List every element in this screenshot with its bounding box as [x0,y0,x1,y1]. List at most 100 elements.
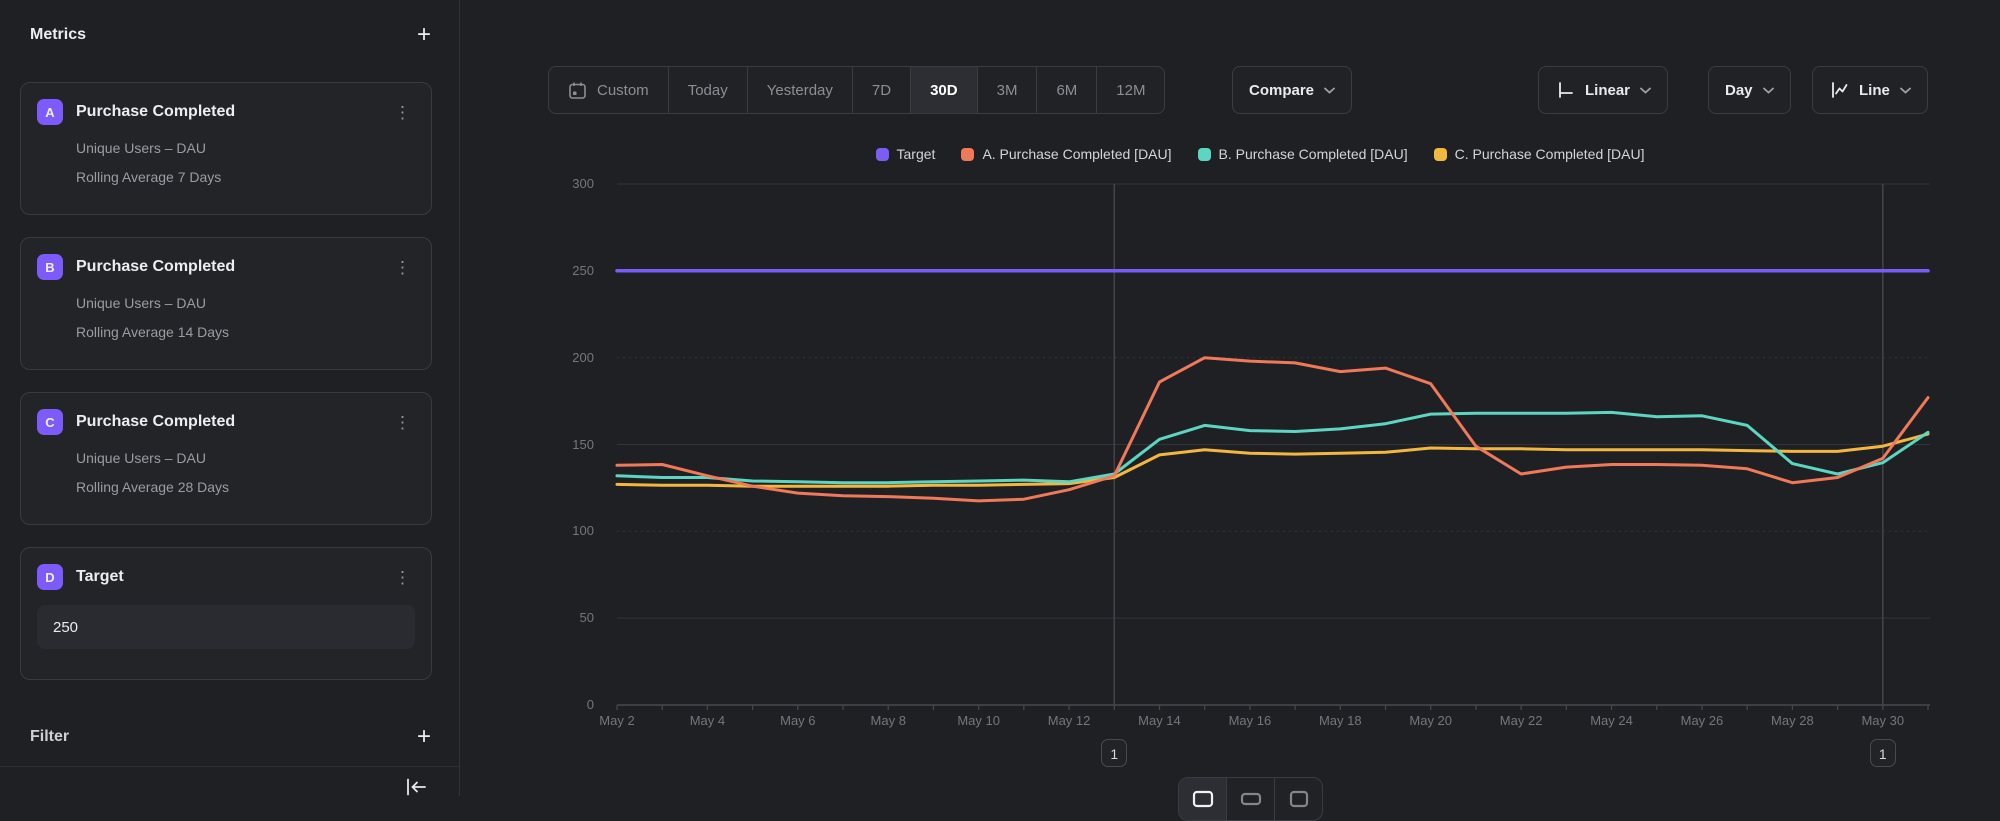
range-button-7d[interactable]: 7D [852,67,910,113]
x-axis-label: May 6 [756,712,840,730]
range-button-today[interactable]: Today [668,67,747,113]
metric-card-b[interactable]: B Purchase Completed ⋮ Unique Users – DA… [20,237,432,370]
y-axis-label: 300 [516,175,594,193]
metric-card-c[interactable]: C Purchase Completed ⋮ Unique Users – DA… [20,392,432,525]
chart-type-dropdown[interactable]: Line [1812,66,1928,114]
metric-title: Purchase Completed [76,258,390,276]
metric-card-a[interactable]: A Purchase Completed ⋮ Unique Users – DA… [20,82,432,215]
metric-measure: Unique Users – DAU [76,295,415,311]
legend-swatch [1198,148,1211,161]
x-axis-label: May 30 [1841,712,1925,730]
metrics-header: Metrics + [30,24,431,46]
filter-title: Filter [30,728,69,746]
metric-measure: Unique Users – DAU [76,450,415,466]
metrics-sidebar: Metrics + A Purchase Completed ⋮ Unique … [0,0,460,796]
x-axis-label: May 4 [665,712,749,730]
metric-badge-b: B [37,254,63,280]
metric-badge-d: D [37,564,63,590]
legend-label: C. Purchase Completed [DAU] [1455,146,1645,162]
legend-item[interactable]: Target [876,146,936,162]
legend-label: Target [897,146,936,162]
target-value-input[interactable] [37,605,415,649]
y-axis-label: 100 [516,522,594,540]
legend-item[interactable]: B. Purchase Completed [DAU] [1198,146,1408,162]
panel-icon [1239,788,1263,810]
x-axis-label: May 14 [1117,712,1201,730]
annotation-badge[interactable]: 1 [1870,739,1896,767]
scale-dropdown[interactable]: Linear [1538,66,1668,114]
metrics-dashboard: { "sidebar": { "title": "Metrics", "add_… [0,0,2000,796]
chevron-down-icon [1900,87,1911,94]
series-line-c [617,434,1928,486]
x-axis-label: May 22 [1479,712,1563,730]
metric-title: Purchase Completed [76,413,390,431]
chart-size-toggle [1178,777,1323,821]
range-button-yesterday[interactable]: Yesterday [747,67,852,113]
range-button-custom[interactable]: Custom [549,67,668,113]
legend-swatch [876,148,889,161]
range-button-6m[interactable]: 6M [1036,67,1096,113]
metric-badge-a: A [37,99,63,125]
line-chart[interactable] [560,175,1960,720]
axis-scale-icon [1555,80,1575,100]
x-axis-label: May 26 [1660,712,1744,730]
chevron-down-icon [1763,87,1774,94]
x-axis-label: May 18 [1298,712,1382,730]
y-axis-label: 150 [516,436,594,454]
kebab-menu-icon[interactable]: ⋮ [390,257,415,278]
legend-label: B. Purchase Completed [DAU] [1219,146,1408,162]
interval-dropdown[interactable]: Day [1708,66,1791,114]
metric-badge-c: C [37,409,63,435]
collapse-sidebar-icon[interactable] [403,778,429,801]
metric-measure: Unique Users – DAU [76,140,415,156]
panel-icon [1191,788,1215,810]
x-axis-label: May 8 [846,712,930,730]
metric-title: Purchase Completed [76,103,390,121]
metric-detail: Rolling Average 14 Days [76,324,415,340]
series-line-a [617,358,1928,501]
chart-size-small-button[interactable] [1179,778,1226,820]
range-button-12m[interactable]: 12M [1096,67,1164,113]
x-axis-label: May 24 [1570,712,1654,730]
sidebar-divider [0,766,459,767]
chart-size-large-button[interactable] [1274,778,1322,820]
chevron-down-icon [1324,87,1335,94]
x-axis-label: May 16 [1208,712,1292,730]
calendar-icon [568,81,587,100]
chart-panel: CustomTodayYesterday7D30D3M6M12M Compare… [461,0,2000,796]
add-metric-button plus-icon[interactable]: + [417,24,431,46]
date-range-picker: CustomTodayYesterday7D30D3M6M12M [548,66,1165,114]
line-chart-icon [1829,80,1849,100]
target-title: Target [76,568,390,586]
legend-swatch [961,148,974,161]
y-axis-label: 250 [516,262,594,280]
chart-size-medium-button[interactable] [1226,778,1274,820]
metric-detail: Rolling Average 28 Days [76,479,415,495]
kebab-menu-icon[interactable]: ⋮ [390,567,415,588]
x-axis-label: May 10 [937,712,1021,730]
kebab-menu-icon[interactable]: ⋮ [390,102,415,123]
legend-item[interactable]: A. Purchase Completed [DAU] [961,146,1171,162]
legend-label: A. Purchase Completed [DAU] [982,146,1171,162]
range-button-30d[interactable]: 30D [910,67,977,113]
filter-header: Filter + [30,726,431,748]
panel-icon [1287,788,1311,810]
annotation-badge[interactable]: 1 [1101,739,1127,767]
x-axis-label: May 28 [1750,712,1834,730]
y-axis-label: 50 [516,609,594,627]
range-button-3m[interactable]: 3M [977,67,1037,113]
x-axis-label: May 12 [1027,712,1111,730]
metrics-title: Metrics [30,26,86,44]
compare-button[interactable]: Compare [1232,66,1352,114]
legend-swatch [1434,148,1447,161]
target-card[interactable]: D Target ⋮ [20,547,432,680]
chevron-down-icon [1640,87,1651,94]
add-filter-button plus-icon[interactable]: + [417,726,431,748]
metric-detail: Rolling Average 7 Days [76,169,415,185]
series-line-b [617,412,1928,482]
x-axis-label: May 20 [1389,712,1473,730]
y-axis-label: 200 [516,349,594,367]
legend-item[interactable]: C. Purchase Completed [DAU] [1434,146,1645,162]
x-axis-label: May 2 [575,712,659,730]
kebab-menu-icon[interactable]: ⋮ [390,412,415,433]
